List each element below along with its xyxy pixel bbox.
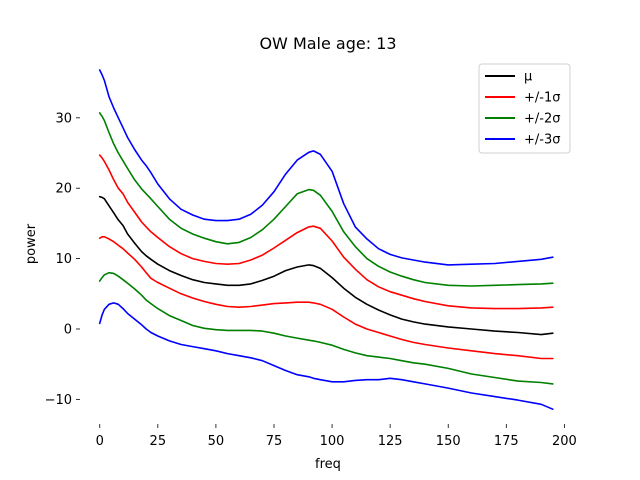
y-axis: −10 0 10 20 30: [45, 111, 80, 408]
x-tick-label: 25: [150, 434, 167, 449]
x-tick-label: 150: [436, 434, 461, 449]
plot-area: [98, 69, 554, 410]
chart-title: OW Male age: 13: [259, 34, 396, 53]
x-tick-label: 200: [552, 434, 577, 449]
x-tick-label: 50: [208, 434, 225, 449]
y-axis-label: power: [24, 223, 39, 264]
series-line-1-upper: [98, 154, 554, 310]
x-tick-label: 175: [494, 434, 519, 449]
legend-label: +/-2σ: [524, 112, 560, 127]
y-tick-label: 10: [55, 252, 72, 267]
series-line-0: [98, 195, 554, 336]
legend: μ +/-1σ +/-2σ +/-3σ: [478, 63, 571, 154]
x-tick-label: 75: [266, 434, 283, 449]
series-line-1-lower: [98, 236, 554, 360]
y-tick-label: 0: [64, 322, 72, 337]
series-line-2-upper: [98, 112, 554, 287]
series-line-3-lower: [98, 302, 554, 410]
series-line-3-upper: [98, 69, 554, 266]
x-axis-label: freq: [315, 457, 341, 472]
legend-label: +/-1σ: [524, 91, 560, 106]
y-tick-label: −10: [45, 393, 72, 408]
legend-label: +/-3σ: [524, 133, 560, 148]
y-tick-label: 30: [55, 111, 72, 126]
x-tick-label: 100: [320, 434, 345, 449]
x-axis: 0 25 50 75 100 125 150 175 200: [96, 424, 577, 449]
legend-label: μ: [524, 70, 532, 85]
x-tick-label: 0: [96, 434, 104, 449]
y-tick-label: 20: [55, 182, 72, 197]
series-line-2-lower: [98, 271, 554, 385]
x-tick-label: 125: [378, 434, 403, 449]
legend-box: [478, 63, 571, 154]
